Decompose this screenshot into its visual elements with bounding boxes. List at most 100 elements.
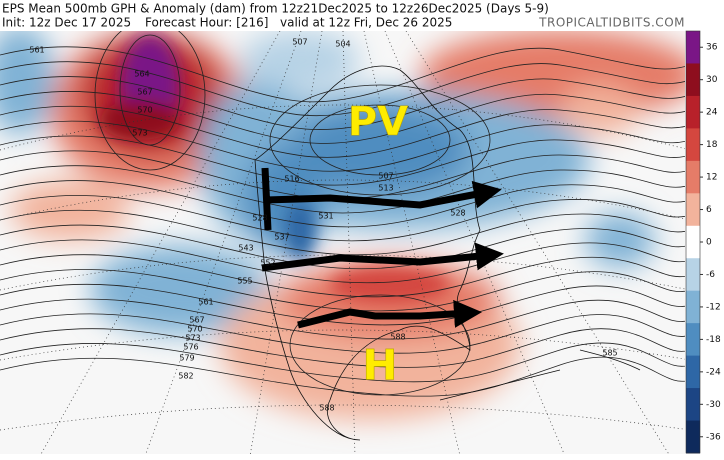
flow-arrows — [261, 167, 504, 329]
contour-labels: 561 564 567 570 573 507 504 507 516 513 … — [29, 38, 617, 413]
forecast-hour: Forecast Hour: [216] — [145, 16, 268, 30]
colorbar-swatch — [686, 225, 700, 259]
colorbar-swatch — [686, 128, 700, 162]
init-time: Init: 12z Dec 17 2025 — [2, 16, 131, 30]
colorbar-swatch — [686, 193, 700, 227]
colorbar-swatch — [686, 355, 700, 389]
colorbar-swatch — [686, 95, 700, 129]
caribbean-coast — [439, 349, 641, 401]
colorbar-label: 6 — [706, 205, 712, 215]
contour-label: 552 — [260, 259, 275, 268]
longitude-line — [40, 31, 281, 454]
height-contours — [0, 31, 685, 397]
longitude-line — [342, 31, 356, 454]
map-area: 561 564 567 570 573 507 504 507 516 513 … — [0, 31, 685, 454]
contour-label: 570 — [187, 325, 202, 334]
contour-label: 555 — [237, 277, 252, 286]
colorbar-swatch — [686, 388, 700, 422]
contour-line — [0, 135, 685, 186]
map-title: EPS Mean 500mb GPH & Anomaly (dam) from … — [2, 2, 549, 16]
contour-line — [0, 269, 685, 312]
contour-line — [0, 165, 685, 214]
contour-line — [0, 150, 685, 200]
contour-label: 579 — [179, 354, 194, 363]
colorbar-label: -18 — [706, 335, 721, 345]
colorbar-label: 0 — [706, 238, 712, 248]
contour-label: 531 — [318, 212, 333, 221]
contour-label: 507 — [378, 172, 393, 181]
contour-line — [0, 298, 685, 340]
high-annotation: H — [362, 341, 397, 390]
contour-line — [0, 120, 685, 172]
colorbar-swatch — [686, 63, 700, 97]
contour-line — [0, 224, 685, 270]
longitude-line — [363, 31, 460, 454]
contour-label: 567 — [137, 88, 152, 97]
colorbar-label: -36 — [706, 432, 721, 442]
colorbar-label: -24 — [706, 367, 721, 377]
longitude-line — [405, 31, 670, 454]
contour-ring — [269, 84, 491, 196]
contour-label: 588 — [319, 404, 334, 413]
contour-line — [0, 254, 685, 298]
longitude-line — [384, 31, 565, 454]
contour-label: 537 — [274, 233, 289, 242]
colorbar-label: 36 — [706, 43, 718, 53]
contour-line — [0, 356, 685, 397]
contour-line — [0, 46, 685, 103]
contour-label: 513 — [378, 184, 393, 193]
colorbar-swatch — [686, 31, 700, 64]
anomaly-shading — [0, 31, 685, 420]
contour-ring — [309, 104, 451, 176]
contour-label: 561 — [198, 298, 213, 307]
contour-label: 543 — [238, 244, 253, 253]
contour-label: 528 — [252, 214, 267, 223]
coastline — [254, 65, 481, 441]
contour-line — [0, 90, 685, 144]
contour-label: 507 — [292, 38, 307, 47]
contour-line — [0, 283, 685, 326]
latitude-line — [0, 404, 685, 431]
colorbar-swatch — [686, 420, 700, 454]
contour-label: 573 — [185, 334, 200, 343]
pv-annotation: PV — [348, 99, 408, 145]
colorbar: 36 30 24 18 12 6 0 -6 -12 -18 -24 -30 -36 — [685, 30, 721, 454]
contour-line — [0, 180, 685, 228]
contour-ring — [94, 31, 206, 171]
contour-line — [0, 328, 685, 368]
contour-line — [0, 105, 685, 158]
contour-label: 528 — [450, 209, 465, 218]
colorbar-swatch — [686, 323, 700, 357]
latitude-line — [0, 329, 685, 361]
contour-ring — [289, 294, 471, 396]
contour-line — [0, 76, 685, 130]
contour-label: 567 — [189, 316, 204, 325]
colorbar-swatch — [686, 290, 700, 324]
contour-line — [0, 194, 685, 242]
contour-line — [0, 342, 685, 383]
colorbar-label: 24 — [706, 108, 718, 118]
colorbar-label: -6 — [706, 270, 715, 280]
contour-label: 570 — [137, 106, 152, 115]
contour-label: 516 — [284, 175, 299, 184]
colorbar-label: -30 — [706, 400, 721, 410]
contour-label: 576 — [183, 343, 198, 352]
colorbar-swatch — [686, 258, 700, 292]
contour-label: 585 — [602, 349, 617, 358]
contour-label: 573 — [132, 129, 147, 138]
arrow-middle — [261, 242, 504, 272]
colorbar-swatch — [686, 160, 700, 194]
site-credit: TROPICALTIDBITS.COM — [538, 16, 685, 30]
colorbar-label: 18 — [706, 140, 718, 150]
contour-label: 582 — [178, 372, 193, 381]
contour-line — [0, 239, 685, 284]
colorbar-label: -12 — [706, 302, 721, 312]
contour-line — [0, 313, 685, 354]
contour-label: 564 — [134, 70, 149, 79]
arrow-south — [297, 299, 482, 329]
contour-label: 588 — [390, 333, 405, 342]
contour-label: 504 — [335, 40, 350, 49]
valid-time: valid at 12z Fri, Dec 26 2025 — [280, 16, 452, 30]
arrow-north — [261, 167, 488, 231]
